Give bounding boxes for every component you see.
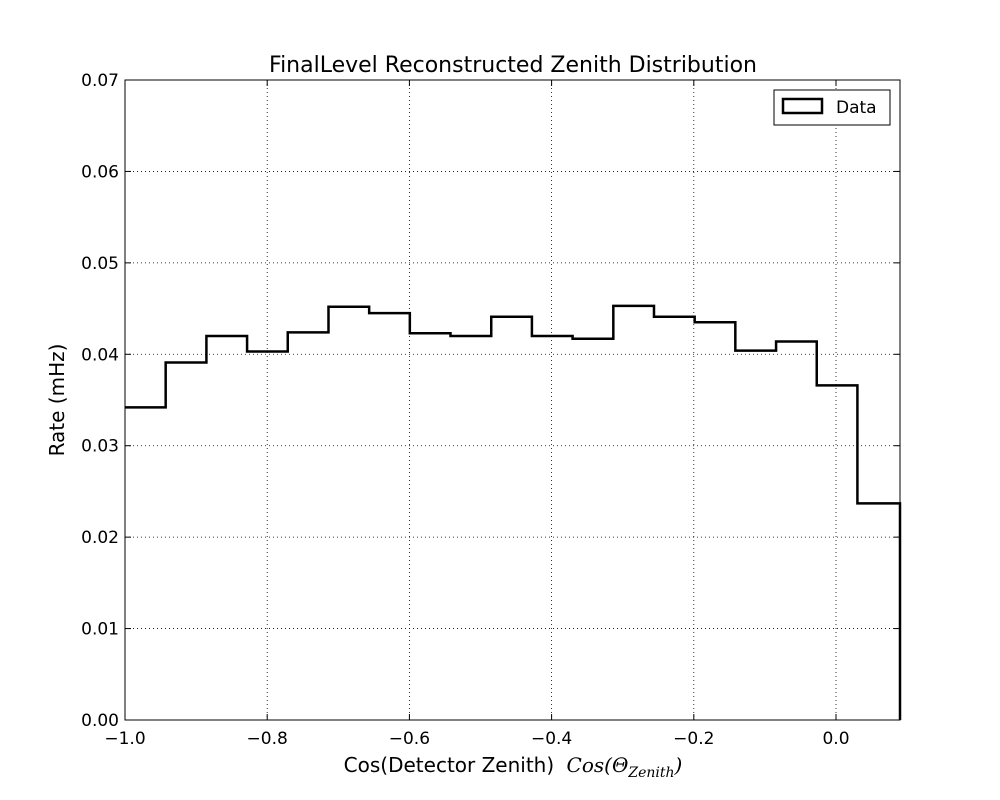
x-tick-label: 0.0 <box>822 729 849 749</box>
legend-swatch-data <box>781 97 824 115</box>
chart-title: FinalLevel Reconstructed Zenith Distribu… <box>269 53 757 78</box>
x-axis-label-math-sub: Zenith <box>627 765 674 781</box>
legend-label-data: Data <box>836 98 877 118</box>
legend: Data <box>773 89 891 126</box>
y-tick-label: 0.03 <box>81 437 119 457</box>
plot-frame <box>124 79 901 721</box>
y-tick-label: 0.04 <box>81 345 119 365</box>
y-tick-label: 0.07 <box>81 71 119 91</box>
legend-box <box>773 89 891 126</box>
y-axis-label: Rate (mHz) <box>45 344 69 457</box>
y-axis-ticks: 0.00 0.01 0.02 0.03 0.04 0.05 0.06 0.07 <box>81 71 900 731</box>
series-layer <box>125 304 902 720</box>
y-tick-label: 0.02 <box>81 528 119 548</box>
x-axis-label-math-close: ) <box>674 753 683 777</box>
x-tick-label: −0.8 <box>247 729 288 749</box>
y-tick-label: 0.06 <box>81 162 119 182</box>
x-tick-label: −0.6 <box>389 729 430 749</box>
x-tick-label: −1.0 <box>104 729 145 749</box>
x-axis-label: Cos(Detector Zenith) Cos(ΘZenith) <box>344 753 683 781</box>
y-tick-label: 0.00 <box>81 711 119 731</box>
y-tick-label: 0.05 <box>81 254 119 274</box>
x-axis-ticks: −1.0 −0.8 −0.6 −0.4 −0.2 0.0 <box>104 80 850 749</box>
y-tick-label: 0.01 <box>81 620 119 640</box>
x-axis-label-text: Cos(Detector Zenith) <box>344 753 555 777</box>
x-tick-label: −0.2 <box>673 729 714 749</box>
x-tick-label: −0.4 <box>531 729 572 749</box>
x-axis-label-math: Cos(Θ <box>567 753 629 777</box>
histogram-step-line <box>125 304 902 720</box>
